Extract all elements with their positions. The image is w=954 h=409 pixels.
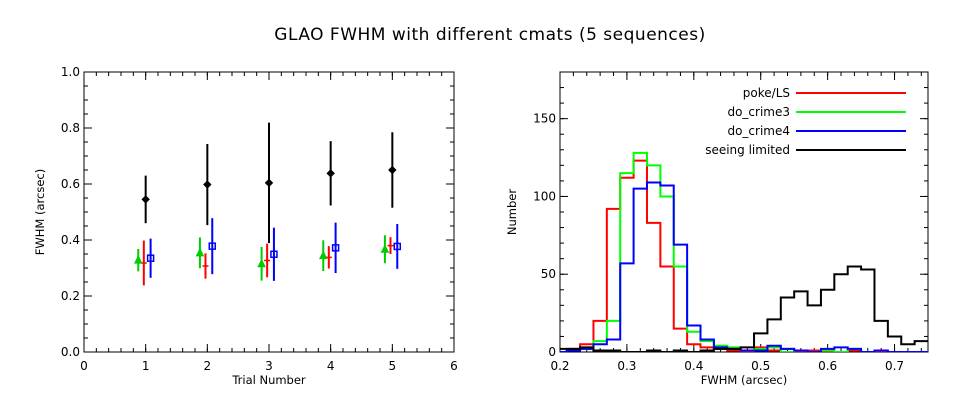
- left-x-tick-label: 4: [327, 359, 335, 373]
- marker-poke-ls: [387, 242, 394, 249]
- marker-do-crime4: [393, 242, 402, 251]
- left-y-tick-label: 1.0: [61, 65, 80, 79]
- legend-label-do-crime3: do_crime3: [727, 105, 790, 119]
- legend-label-do-crime4: do_crime4: [727, 124, 790, 138]
- right-y-tick-label: 150: [533, 112, 556, 126]
- right-y-axis-label: Number: [505, 189, 519, 235]
- left-y-axis-label: FWHM (arcsec): [33, 169, 47, 255]
- marker-do-crime3: [195, 247, 205, 257]
- marker-poke-ls: [202, 263, 209, 270]
- marker-seeing-limited: [388, 165, 397, 175]
- histogram-line-do-crime3: [560, 151, 928, 352]
- left-y-tick-label: 0.8: [61, 121, 80, 135]
- left-x-tick-label: 1: [142, 359, 150, 373]
- left-y-tick-label: 0.0: [61, 345, 80, 359]
- marker-do-crime4: [208, 242, 217, 250]
- left-panel-errorbar-plot: 0 1 2 3 4 5 6 0.0 0.2 0.4 0.6 0.8 1.0 Trial Number FWH…: [33, 65, 458, 387]
- right-y-tick-label: 100: [533, 189, 556, 203]
- marker-do-crime3: [133, 255, 143, 264]
- right-x-tick-label: 0.5: [751, 359, 770, 373]
- right-x-tick-label: 0.2: [550, 359, 569, 373]
- right-panel-histogram: 0.2 0.3 0.4 0.5 0.6 0.7 0 50 100 150 FWHM (arcsec)…: [505, 71, 929, 387]
- marker-poke-ls: [325, 254, 332, 261]
- left-x-axis-label: Trial Number: [231, 373, 306, 387]
- marker-do-crime4: [146, 254, 155, 262]
- marker-seeing-limited: [203, 180, 212, 189]
- right-y-tick-label: 0: [548, 345, 556, 359]
- left-y-tick-label: 0.6: [61, 177, 80, 191]
- left-x-tick-label: 5: [389, 359, 397, 373]
- right-x-tick-label: 0.3: [617, 359, 636, 373]
- marker-seeing-limited: [264, 178, 274, 188]
- figure-title: GLAO FWHM with different cmats (5 sequen…: [274, 25, 705, 45]
- legend-label-seeing-limited: seeing limited: [705, 143, 790, 157]
- left-x-tick-label: 3: [265, 359, 273, 373]
- marker-do-crime4: [331, 244, 340, 252]
- marker-do-crime3: [318, 250, 328, 260]
- right-y-tick-label: 50: [541, 267, 556, 281]
- right-x-tick-label: 0.6: [818, 359, 837, 373]
- left-x-tick-label: 2: [204, 359, 212, 373]
- left-y-tick-label: 0.2: [61, 289, 80, 303]
- right-x-tick-label: 0.7: [885, 359, 904, 373]
- legend-label-poke-ls: poke/LS: [743, 86, 790, 100]
- marker-do-crime3: [257, 258, 266, 268]
- right-x-axis-label: FWHM (arcsec): [701, 373, 787, 387]
- marker-seeing-limited: [326, 169, 335, 178]
- histogram-line-do-crime4: [560, 181, 928, 352]
- histogram-line-seeing-limited: [560, 265, 928, 352]
- left-x-tick-label: 6: [450, 359, 458, 373]
- marker-poke-ls: [264, 257, 271, 264]
- left-x-tick-label: 0: [80, 359, 88, 373]
- marker-do-crime3: [380, 244, 390, 253]
- histogram-line-poke-ls: [560, 159, 928, 352]
- marker-seeing-limited: [141, 195, 150, 204]
- marker-do-crime4: [270, 250, 278, 259]
- left-y-tick-label: 0.4: [61, 233, 80, 247]
- right-x-tick-label: 0.4: [684, 359, 703, 373]
